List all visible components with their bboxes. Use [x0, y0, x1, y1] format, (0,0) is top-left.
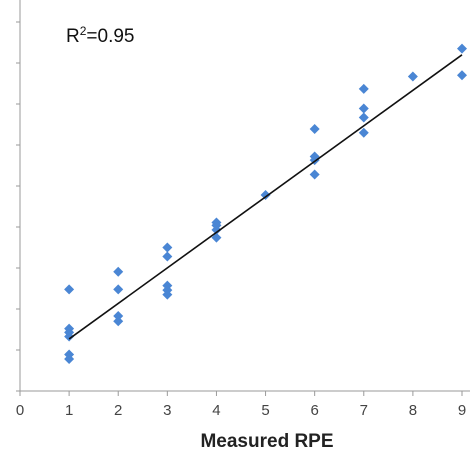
data-point [64, 284, 75, 295]
data-point [113, 266, 124, 277]
data-point [358, 112, 369, 123]
x-tick-labels: 0 1 2 3 4 5 6 7 8 9 [16, 402, 466, 419]
x-ticks [19, 391, 463, 396]
data-point [113, 310, 124, 321]
data-point [457, 43, 467, 54]
r-squared-value: =0.95 [86, 26, 134, 47]
data-point [457, 70, 467, 81]
x-tick-label-6: 6 [310, 402, 318, 419]
x-tick-label-2: 2 [114, 402, 122, 419]
r-squared-superscript: 2 [80, 24, 87, 38]
data-point [64, 331, 75, 342]
data-points [64, 43, 467, 365]
x-tick-label-7: 7 [360, 402, 368, 419]
x-tick-label-3: 3 [163, 402, 171, 419]
data-point [162, 242, 173, 253]
data-point [358, 127, 369, 138]
r-squared-prefix: R [66, 26, 80, 47]
data-point [407, 71, 418, 82]
x-tick-label-9: 9 [458, 402, 466, 419]
data-point [162, 251, 173, 262]
x-axis-label: Measured RPE [200, 431, 333, 452]
r-squared-annotation: R2=0.95 [66, 24, 135, 47]
data-point [358, 103, 369, 114]
data-point [260, 190, 271, 201]
data-point [309, 169, 320, 180]
y-ticks [16, 21, 20, 392]
data-point [358, 83, 369, 94]
data-point [64, 354, 75, 365]
x-tick-label-4: 4 [212, 402, 220, 419]
data-point [309, 124, 320, 135]
x-tick-label-8: 8 [409, 402, 417, 419]
data-point [113, 316, 124, 327]
data-point [211, 224, 222, 235]
data-point [162, 289, 173, 300]
x-tick-label-5: 5 [261, 402, 269, 419]
x-tick-label-1: 1 [65, 402, 73, 419]
data-point [113, 284, 124, 295]
axes: 0 1 2 3 4 5 6 7 8 9 [16, 0, 470, 419]
trendline [68, 54, 463, 340]
x-tick-label-0: 0 [16, 402, 24, 419]
